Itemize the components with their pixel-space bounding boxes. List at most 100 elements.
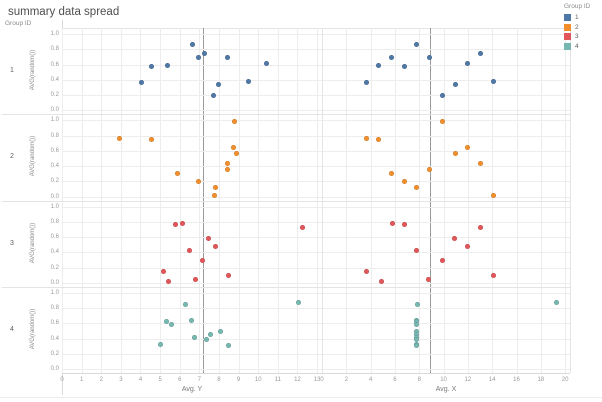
data-point[interactable] [160,268,166,274]
x-tick-label: 6 [393,377,397,383]
gridline-h [62,110,570,112]
data-point[interactable] [189,317,195,323]
data-point[interactable] [402,178,408,184]
data-point[interactable] [363,136,369,142]
data-point[interactable] [388,55,394,61]
data-point[interactable] [490,78,496,84]
data-point[interactable] [210,93,216,99]
data-point[interactable] [182,301,188,307]
y-tick-label: 0.6 [50,61,59,68]
data-point[interactable] [440,258,446,264]
data-point[interactable] [414,336,420,342]
data-point[interactable] [158,342,164,348]
data-point[interactable] [224,161,230,167]
data-point[interactable] [426,276,432,282]
data-point[interactable] [414,322,420,328]
data-point[interactable] [187,247,193,253]
legend-item-1[interactable]: 1 [564,13,602,23]
data-point[interactable] [478,161,484,167]
x-tick-label: 8 [217,377,221,383]
data-point[interactable] [388,171,394,177]
data-point[interactable] [413,42,419,48]
gridline-h [62,196,570,198]
data-point[interactable] [439,119,445,125]
data-point[interactable] [164,318,170,324]
data-point[interactable] [174,171,180,177]
data-point[interactable] [211,192,217,198]
data-point[interactable] [452,236,458,242]
data-point[interactable] [189,42,195,48]
data-point[interactable] [263,60,269,66]
data-point[interactable] [452,81,458,87]
data-point[interactable] [439,93,445,99]
data-point[interactable] [363,80,369,86]
data-point[interactable] [427,55,433,61]
data-point[interactable] [213,185,219,191]
data-point[interactable] [148,136,154,142]
data-point[interactable] [478,51,484,57]
data-point[interactable] [295,299,301,305]
data-point[interactable] [363,268,369,274]
data-point[interactable] [164,62,170,68]
data-point[interactable] [491,272,497,278]
data-point[interactable] [117,136,123,142]
data-point[interactable] [226,272,232,278]
data-point[interactable] [246,78,252,84]
data-point[interactable] [477,224,483,230]
data-point[interactable] [401,221,407,227]
data-point[interactable] [218,328,224,334]
data-point[interactable] [414,318,420,324]
data-point[interactable] [379,278,385,284]
data-point[interactable] [231,145,237,151]
data-point[interactable] [226,343,232,349]
data-point[interactable] [414,328,420,334]
data-point[interactable] [413,185,419,191]
data-point[interactable] [390,220,395,226]
data-point[interactable] [231,119,237,125]
legend-item-3[interactable]: 3 [564,32,602,42]
data-point[interactable] [490,192,496,198]
data-point[interactable] [201,51,207,57]
data-point[interactable] [180,220,186,226]
data-point[interactable] [173,221,179,227]
data-point[interactable] [206,236,212,242]
gridline-h [62,252,570,254]
data-point[interactable] [376,136,382,142]
y-axis-title-row3: AVG(random()) [30,222,36,263]
data-point[interactable] [225,166,231,172]
data-point[interactable] [464,60,470,66]
data-point[interactable] [234,150,240,156]
data-point[interactable] [452,150,458,156]
data-point[interactable] [204,336,210,342]
legend-item-2[interactable]: 2 [564,23,602,33]
data-point[interactable] [427,166,433,172]
data-point[interactable] [554,299,560,305]
data-point[interactable] [200,258,206,264]
y-tick-label: 0.6 [50,320,59,327]
data-point[interactable] [192,276,198,282]
data-point[interactable] [212,243,218,249]
data-point[interactable] [149,64,155,70]
data-point[interactable] [166,278,172,284]
data-point[interactable] [168,322,174,328]
data-point[interactable] [224,55,230,61]
bottom-divider [0,397,602,398]
data-point[interactable] [215,81,221,87]
data-point[interactable] [402,64,408,70]
data-point[interactable] [414,331,420,337]
data-point[interactable] [414,343,420,349]
data-point[interactable] [414,247,420,253]
data-point[interactable] [195,178,201,184]
data-point[interactable] [191,334,197,340]
data-point[interactable] [376,62,382,68]
x-tick-label: 0 [320,377,324,383]
data-point[interactable] [414,301,420,307]
data-point[interactable] [465,243,471,249]
legend-item-label: 1 [575,14,579,22]
data-point[interactable] [300,224,306,230]
data-point[interactable] [138,80,144,86]
data-point[interactable] [195,55,201,61]
legend-item-4[interactable]: 4 [564,42,602,52]
data-point[interactable] [208,331,214,337]
data-point[interactable] [464,145,470,151]
